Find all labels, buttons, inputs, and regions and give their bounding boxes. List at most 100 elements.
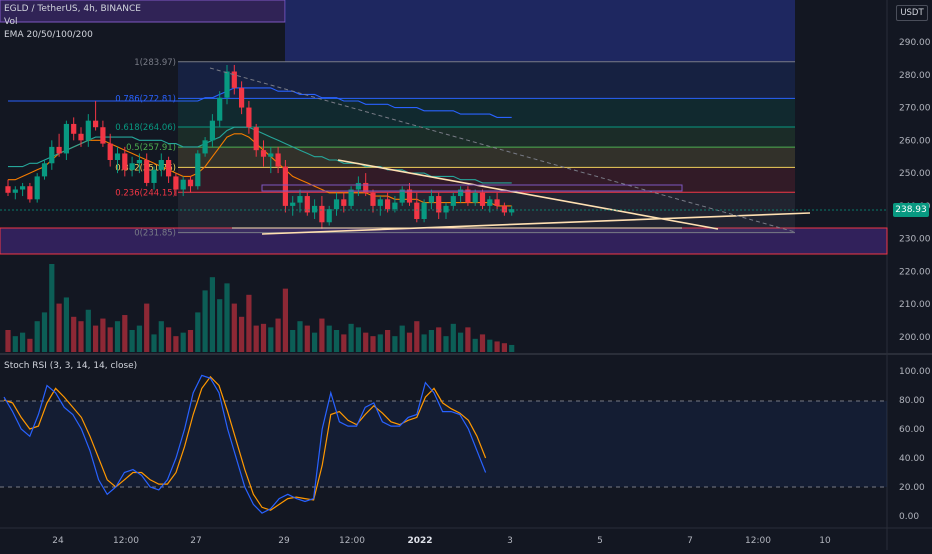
candle-body: [385, 199, 391, 210]
candle-body: [392, 202, 398, 210]
volume-bar: [479, 334, 486, 352]
candlesticks[interactable]: [5, 64, 515, 229]
volume-bar: [231, 303, 237, 352]
volume-legend[interactable]: Vol: [4, 17, 18, 27]
candle-body: [436, 196, 442, 213]
volume-bar: [304, 325, 310, 352]
candle-body: [100, 127, 106, 144]
candle-body: [71, 123, 77, 134]
rsi-pane[interactable]: [0, 356, 887, 528]
candle-body: [27, 186, 33, 200]
fibonacci-retracement[interactable]: 1(283.97) 0.786(272.81) 0.618(264.06) 0.5(2…: [115, 58, 795, 239]
volume-bar: [377, 334, 383, 352]
resistance-box[interactable]: [261, 184, 683, 192]
time-axis[interactable]: 24 12:00 27 29 12:00 2022 3 5 7 12:00 10: [52, 536, 831, 546]
candle-body: [260, 150, 267, 157]
ascending-trendline[interactable]: [261, 212, 811, 235]
volume-bar: [472, 338, 478, 352]
time-tick-label: 10: [819, 536, 831, 546]
blue-zone[interactable]: [285, 0, 795, 62]
candle-body: [195, 153, 201, 187]
fib-zone: [178, 98, 795, 128]
volume-bar: [195, 312, 201, 352]
candle-body: [173, 176, 179, 190]
volume-bar: [78, 321, 84, 352]
volume-bar: [290, 330, 296, 352]
volume-bar: [56, 303, 62, 352]
stoch-rsi-legend[interactable]: Stoch RSI (3, 3, 14, 14, close): [4, 361, 138, 371]
time-tick-label: 12:00: [745, 536, 771, 546]
volume-bar: [239, 316, 245, 352]
volume-bar: [282, 288, 288, 352]
current-price-tag: 238.93: [893, 203, 929, 217]
time-tick-label: 2022: [407, 536, 432, 546]
volume-bar: [144, 303, 150, 352]
volume-bar: [27, 338, 33, 352]
price-tick-label: 210.00: [899, 300, 931, 310]
rsi-tick-label: 60.00: [899, 425, 925, 435]
candle-body: [231, 71, 237, 88]
candle-body: [479, 192, 486, 206]
price-tick-label: 220.00: [899, 267, 931, 277]
candle-body: [187, 179, 194, 187]
volume-bar: [34, 321, 40, 352]
drawn-trendlines[interactable]: [0, 67, 887, 235]
candle-body: [63, 123, 69, 154]
price-tick-label: 200.00: [899, 333, 931, 343]
volume-bar: [151, 334, 157, 352]
rsi-axis[interactable]: 100.00 80.00 60.00 40.00 20.00 0.00: [899, 367, 931, 522]
volume-bar: [501, 343, 507, 352]
ema-legend[interactable]: EMA 20/50/100/200: [4, 30, 93, 40]
candle-body: [122, 153, 128, 170]
candle-body: [209, 120, 215, 141]
candle-body: [319, 205, 325, 223]
time-tick-label: 7: [687, 536, 693, 546]
dashed-diagonal[interactable]: [209, 67, 796, 233]
candle-body: [355, 182, 361, 190]
candle-body: [217, 97, 223, 121]
price-tick-label: 290.00: [899, 38, 931, 48]
volume-bar: [487, 339, 493, 352]
fib-zone: [178, 61, 795, 99]
volume-bar: [509, 344, 515, 352]
volume-bar: [436, 327, 442, 352]
candle-body: [34, 176, 40, 200]
candle-body: [341, 199, 347, 206]
volume-bar: [158, 321, 164, 352]
rsi-band: [0, 401, 887, 487]
candle-body: [180, 179, 186, 190]
candle-body: [458, 189, 464, 197]
fib-zone: [178, 127, 795, 148]
candle-body: [129, 163, 135, 170]
price-tick-label: 230.00: [899, 235, 931, 245]
time-tick-label: 27: [190, 536, 201, 546]
rsi-tick-label: 20.00: [899, 483, 925, 493]
fib-level-label: 0.236(244.15): [115, 188, 176, 198]
volume-bar: [224, 283, 230, 352]
volume-bar: [85, 309, 91, 352]
currency-unit-label[interactable]: USDT: [896, 5, 928, 21]
volume-bar: [187, 330, 194, 352]
volume-bar: [275, 318, 281, 352]
candle-body: [144, 160, 150, 183]
volume-bar: [71, 316, 77, 352]
volume-bar: [5, 330, 11, 352]
volume-bar: [246, 294, 252, 352]
volume-bar: [458, 332, 464, 352]
time-tick-label: 29: [278, 536, 290, 546]
volume-bar: [107, 327, 113, 352]
symbol-legend[interactable]: EGLD / TetherUS, 4h, BINANCE: [4, 4, 141, 14]
time-tick-label: 12:00: [113, 536, 139, 546]
price-axis[interactable]: 290.00280.00270.00260.00250.00240.00230.…: [899, 38, 931, 343]
volume-bar: [319, 318, 325, 352]
volume-bar: [93, 325, 99, 352]
volume-bar: [268, 327, 274, 352]
descending-trendline[interactable]: [337, 159, 719, 230]
volume-bar: [202, 290, 208, 352]
candle-body: [421, 202, 427, 219]
volume-bar: [385, 330, 391, 352]
volume-bar: [253, 325, 259, 352]
candle-body: [399, 189, 405, 203]
